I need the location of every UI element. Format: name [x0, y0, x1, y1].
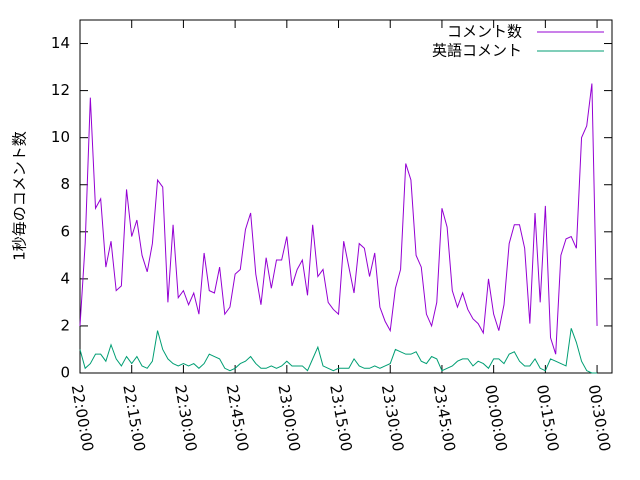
legend-label: コメント数	[447, 23, 522, 41]
y-tick-label: 14	[51, 34, 70, 52]
x-tick-label: 23:30:00	[378, 383, 407, 452]
plot-frame	[79, 19, 613, 374]
y-tick-label: 4	[60, 269, 70, 287]
y-tick-label: 8	[60, 175, 70, 193]
series-line	[79, 83, 598, 355]
x-tick-label: 23:15:00	[326, 383, 355, 452]
x-tick-label: 22:30:00	[171, 383, 200, 452]
y-tick-label: 6	[60, 222, 70, 240]
x-tick-label: 00:00:00	[481, 383, 510, 452]
x-tick-label: 22:00:00	[68, 383, 97, 452]
y-tick-label: 0	[60, 364, 70, 382]
legend-label: 英語コメント	[432, 42, 522, 60]
x-tick-label: 23:00:00	[274, 383, 303, 452]
y-axis-label: 1秒毎のコメント数	[11, 131, 29, 261]
y-tick-label: 2	[60, 316, 70, 334]
series-line	[79, 328, 598, 374]
y-tick-label: 12	[51, 81, 70, 99]
x-tick-label: 00:30:00	[585, 383, 614, 452]
x-tick-label: 22:45:00	[223, 383, 252, 452]
x-tick-label: 22:15:00	[119, 383, 148, 452]
x-tick-label: 23:45:00	[430, 383, 459, 452]
x-tick-label: 00:15:00	[533, 383, 562, 452]
y-tick-label: 10	[51, 128, 70, 146]
